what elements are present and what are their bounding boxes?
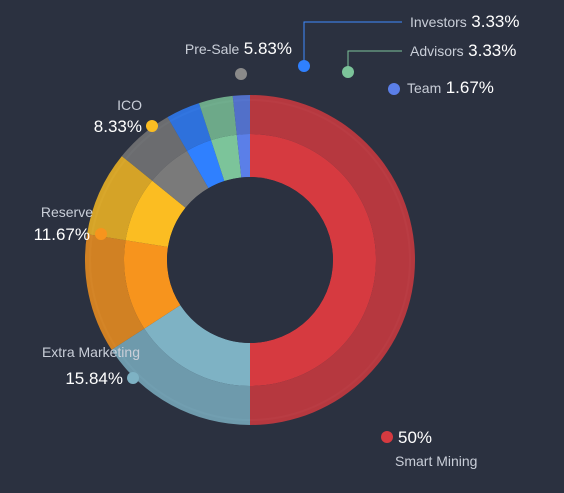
legend-dot [146, 120, 158, 132]
data-label: 3.33% [468, 41, 516, 60]
legend-dot [235, 68, 247, 80]
svg-text:Advisors 3.33%: Advisors 3.33% [410, 41, 516, 60]
slice-reserve-outer [84, 234, 145, 350]
donut-hole [167, 177, 333, 343]
slice-advisors-outer [199, 95, 237, 141]
legend-label: Pre-Sale [185, 41, 240, 57]
legend-dot [127, 372, 139, 384]
data-label: 15.84% [65, 369, 123, 388]
slice-pre-sale-outer [121, 117, 188, 181]
slice-extra-marketing-outer [111, 328, 250, 425]
slice-smart-mining [250, 134, 376, 386]
slice-pre-sale [152, 150, 209, 208]
legend-label: Reserve [41, 204, 93, 220]
legend-dot [298, 60, 310, 72]
legend-label: Extra Marketing [42, 344, 140, 360]
slice-extra-marketing [144, 305, 250, 387]
legend-label: Advisors [410, 43, 464, 59]
svg-text:Pre-Sale 5.83%: Pre-Sale 5.83% [185, 39, 292, 58]
legend-label: Smart Mining [395, 453, 477, 469]
slice-ico [125, 180, 186, 247]
label-extra-marketing: Extra Marketing 15.84% [42, 344, 140, 388]
slice-smart-mining-outer [250, 95, 415, 425]
slice-investors-outer [167, 103, 212, 151]
svg-text:Team 1.67%: Team 1.67% [407, 78, 494, 97]
slice-team [236, 134, 250, 178]
slice-advisors [211, 134, 242, 182]
legend-label: Team [407, 80, 441, 96]
slice-team-outer [232, 95, 250, 135]
label-reserve: Reserve 11.67% [34, 204, 107, 244]
label-smart-mining: 50% Smart Mining [381, 428, 477, 469]
legend-dot [381, 431, 393, 443]
data-label: 50% [398, 428, 432, 447]
legend-dot [95, 228, 107, 240]
legend-dot [342, 66, 354, 78]
data-label: 3.33% [471, 12, 519, 31]
label-advisors: Advisors 3.33% [342, 41, 516, 78]
advisors-leader-line [347, 50, 402, 70]
data-label: 8.33% [94, 117, 142, 136]
legend-label: ICO [117, 97, 142, 113]
legend-dot [388, 83, 400, 95]
data-label: 11.67% [34, 225, 90, 244]
legend-label: Investors [410, 14, 467, 30]
label-investors: Investors 3.33% [298, 12, 519, 72]
label-pre-sale: Pre-Sale 5.83% [185, 39, 292, 80]
label-ico: ICO 8.33% [94, 97, 158, 136]
donut-slices [84, 95, 415, 425]
slice-ico-outer [87, 156, 153, 241]
investors-leader-line [303, 21, 402, 64]
slice-reserve [123, 240, 181, 329]
label-team: Team 1.67% [388, 78, 494, 97]
data-label: 5.83% [244, 39, 292, 58]
slice-investors [187, 140, 225, 189]
svg-text:Investors 3.33%: Investors 3.33% [410, 12, 519, 31]
data-label: 1.67% [446, 78, 494, 97]
